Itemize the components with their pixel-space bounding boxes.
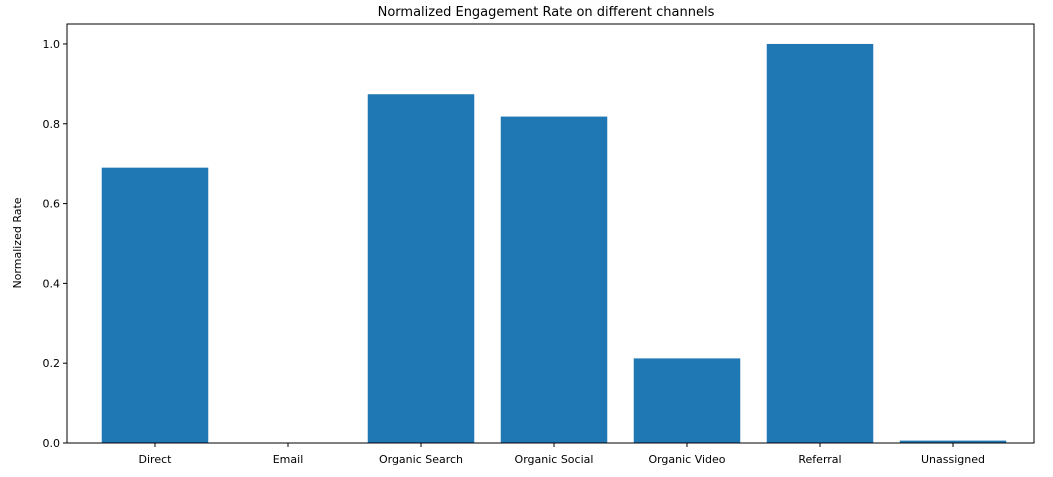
x-tick-label-referral: Referral	[798, 453, 841, 466]
bars-layer	[101, 43, 1007, 443]
x-tick-label-organic-social: Organic Social	[515, 453, 594, 466]
axes-layer	[66, 23, 1035, 444]
bar-unassigned	[899, 440, 1007, 443]
x-tick-label-unassigned: Unassigned	[921, 453, 985, 466]
plot-frame	[66, 23, 1035, 444]
x-ticks: Direct Email Organic Search Organic Social O…	[139, 443, 985, 466]
y-ticks: 0.0 0.2 0.4 0.6 0.8 1.0	[43, 38, 67, 450]
x-tick-label-direct: Direct	[139, 453, 173, 466]
y-tick-label: 1.0	[43, 38, 61, 51]
y-tick-label: 0.2	[43, 357, 61, 370]
bar-organic-social	[500, 116, 608, 443]
bar-organic-search	[367, 94, 475, 443]
y-axis-label: Normalized Rate	[11, 197, 24, 288]
x-tick-label-email: Email	[273, 453, 304, 466]
bar-organic-video	[633, 358, 741, 443]
bar-direct	[101, 167, 209, 443]
y-tick-label: 0.4	[43, 277, 61, 290]
y-tick-label: 0.0	[43, 437, 61, 450]
chart-title: Normalized Engagement Rate on different …	[378, 5, 715, 20]
x-tick-label-organic-search: Organic Search	[379, 453, 463, 466]
y-tick-label: 0.8	[43, 118, 61, 131]
x-tick-label-organic-video: Organic Video	[648, 453, 725, 466]
bar-referral	[766, 43, 874, 443]
y-tick-label: 0.6	[43, 198, 61, 211]
